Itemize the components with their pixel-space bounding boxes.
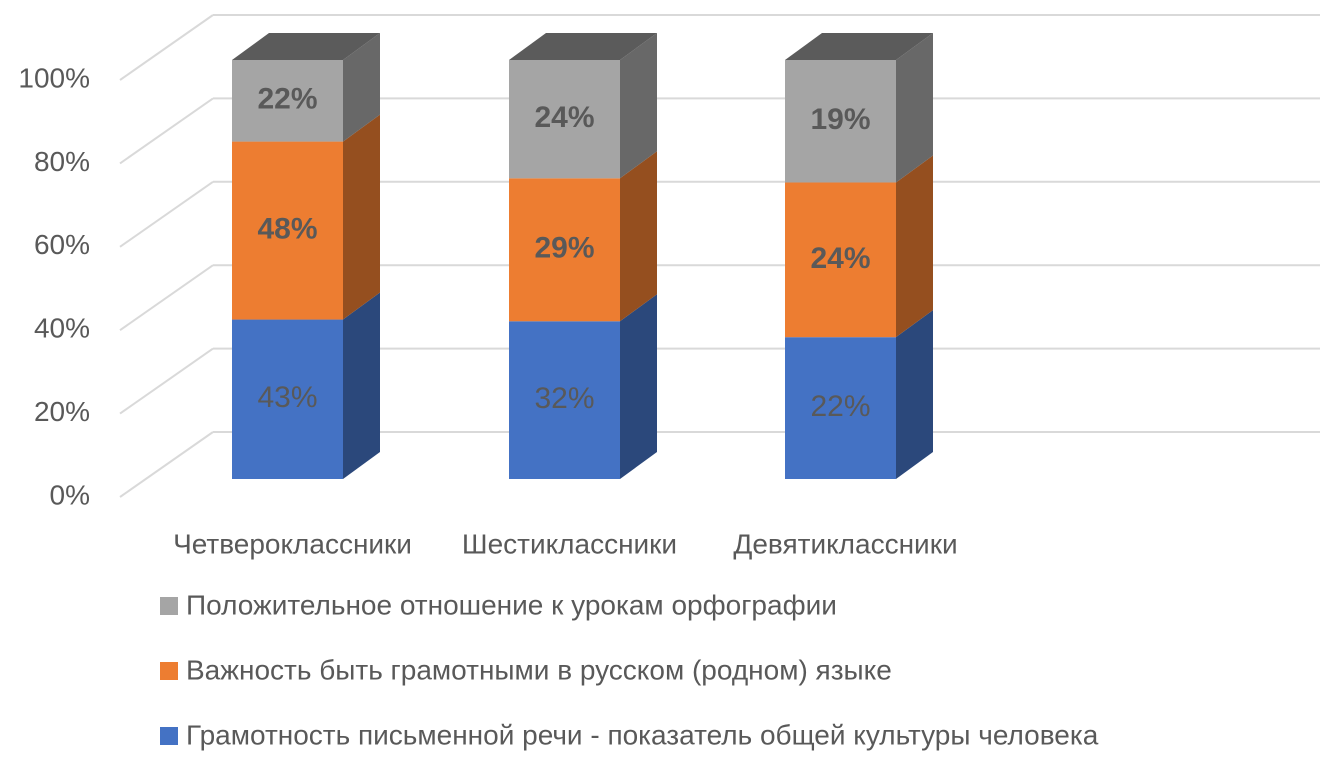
y-tick-label: 80% (34, 146, 90, 177)
grid-line (119, 347, 214, 415)
bar-front (509, 178, 620, 322)
data-label: 22% (257, 83, 317, 116)
bar-front (232, 319, 343, 479)
bar-side (896, 310, 933, 479)
legend-swatch (160, 597, 178, 615)
legend-label: Положительное отношение к урокам орфогра… (186, 589, 837, 620)
y-tick-label: 40% (34, 313, 90, 344)
data-label: 19% (810, 103, 870, 136)
y-tick-label: 100% (18, 62, 90, 93)
bar-side (343, 292, 380, 479)
bar-side (896, 33, 933, 183)
legend-label: Важность быть грамотными в русском (родн… (186, 654, 892, 685)
x-tick-label: Шестиклассники (462, 528, 677, 559)
bar-side (620, 151, 657, 322)
grid-line (119, 180, 214, 248)
bar-front (785, 337, 896, 479)
data-label: 32% (534, 382, 594, 415)
bar-side (896, 155, 933, 338)
bar-top (232, 33, 380, 60)
bar-side (620, 33, 657, 179)
bar-top (509, 33, 657, 60)
legend-swatch (160, 662, 178, 680)
bar-front (509, 60, 620, 179)
bar-front (785, 60, 896, 183)
legend-swatch (160, 727, 178, 745)
data-label: 24% (534, 101, 594, 134)
data-label: 43% (257, 381, 317, 414)
bar-front (232, 60, 343, 142)
data-label: 29% (534, 232, 594, 265)
y-tick-label: 60% (34, 229, 90, 260)
bar-front (509, 321, 620, 479)
data-label: 22% (810, 390, 870, 423)
grid-line (119, 431, 214, 498)
grid-line (119, 264, 214, 332)
bar-front (232, 141, 343, 320)
bar-side (620, 294, 657, 479)
bar-side (343, 114, 380, 320)
bar-top (785, 33, 933, 60)
bar-side (343, 33, 380, 142)
data-label: 24% (810, 242, 870, 275)
grid-line (119, 97, 214, 165)
x-tick-label: Девятиклассники (733, 528, 957, 559)
legend-label: Грамотность письменной речи - показатель… (186, 719, 1099, 750)
data-label: 48% (257, 212, 317, 245)
x-tick-label: Четвероклассники (173, 528, 412, 559)
bar-front (785, 182, 896, 338)
grid-line (119, 14, 214, 81)
y-tick-label: 0% (50, 479, 90, 510)
y-tick-label: 20% (34, 396, 90, 427)
